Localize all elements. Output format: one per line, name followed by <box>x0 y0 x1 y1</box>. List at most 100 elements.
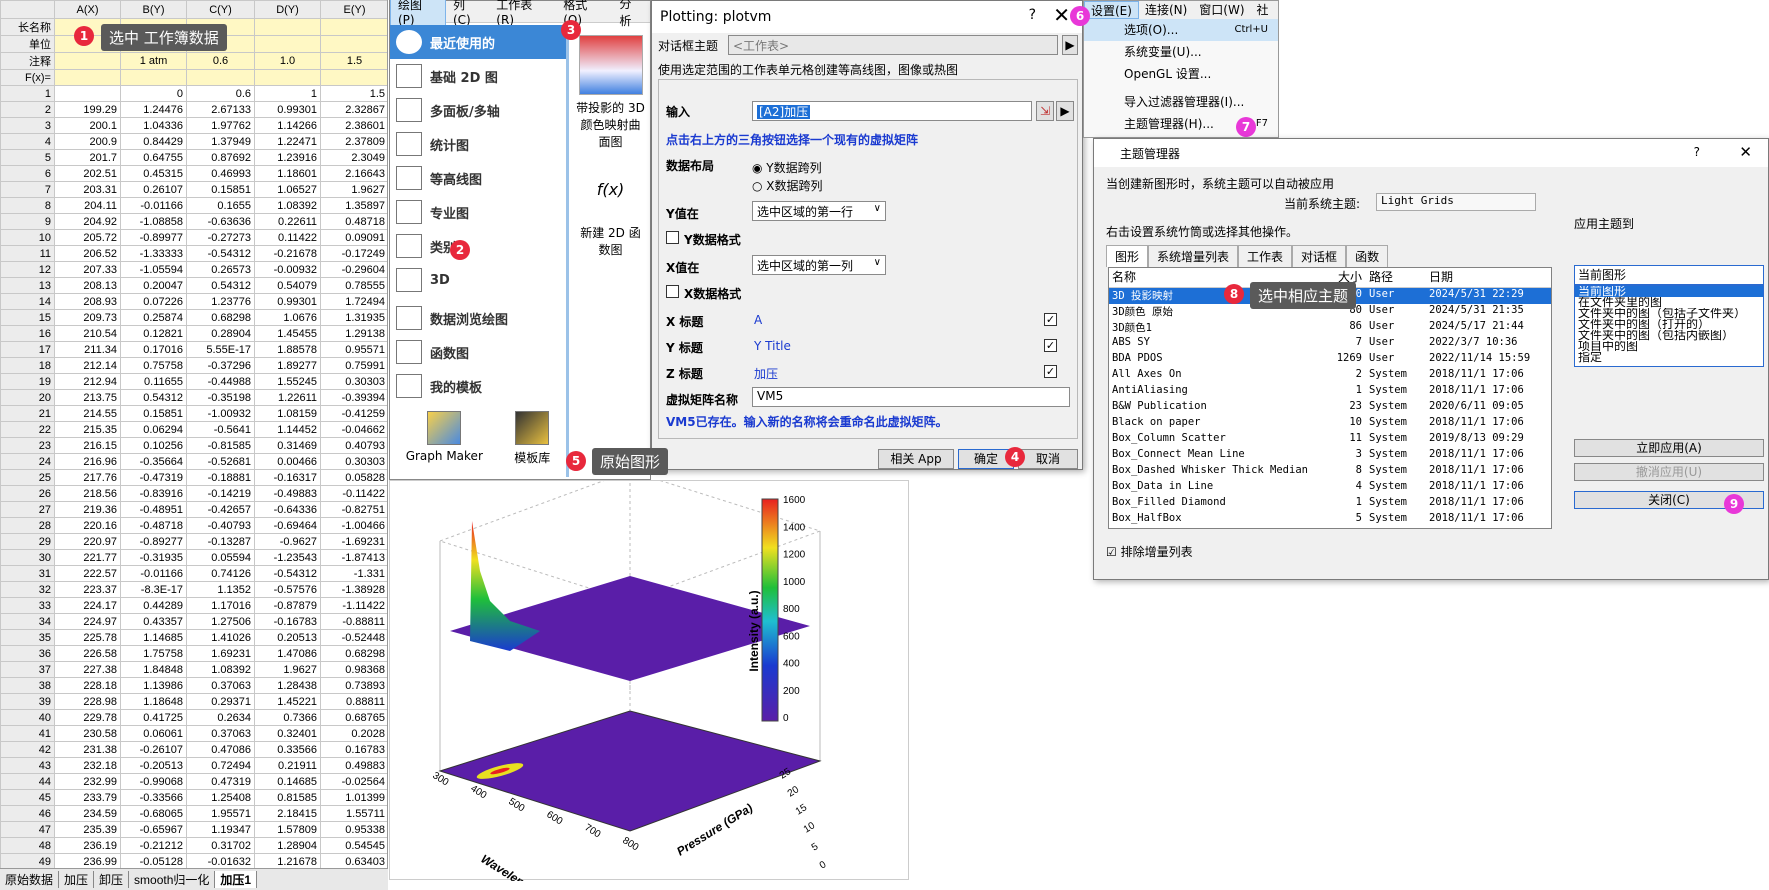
meta-cell[interactable] <box>54 52 121 70</box>
table-row[interactable]: 18 212.14 0.75758 -0.37296 1.89277 0.75991 <box>0 357 387 374</box>
data-cell[interactable]: 1.22471 <box>254 133 321 150</box>
graph-window[interactable]: Wavelength (nm) Pressure (GPa) 300400500… <box>389 470 909 890</box>
apply-option[interactable]: 文件夹中的图（包括子文件夹） <box>1578 308 1747 319</box>
theme-row[interactable]: 3D颜色 原始 80 User 2024/5/31 21:35 <box>1109 304 1551 320</box>
row-header[interactable]: 41 <box>0 725 55 742</box>
menu-connect[interactable]: 连接(N) <box>1144 3 1188 17</box>
plot-category-item[interactable]: 统计图 <box>390 127 566 161</box>
data-cell[interactable]: 0.28904 <box>186 325 255 342</box>
row-header[interactable]: 24 <box>0 453 55 470</box>
row-header[interactable]: 23 <box>0 437 55 454</box>
table-row[interactable]: 38 228.18 1.13986 0.37063 1.28438 0.73893 <box>0 677 387 694</box>
data-cell[interactable]: -8.3E-17 <box>120 581 187 598</box>
apply-option[interactable]: 在文件夹里的图 <box>1578 297 1663 308</box>
dialog-theme-select[interactable]: <工作表> <box>728 35 1058 55</box>
row-header[interactable]: 19 <box>0 373 55 390</box>
row-header[interactable]: 注释 <box>0 52 55 70</box>
table-row[interactable]: 37 227.38 1.84848 1.08392 1.9627 0.98368 <box>0 661 387 678</box>
data-cell[interactable]: 0.31469 <box>254 437 321 454</box>
data-cell[interactable]: -0.99068 <box>120 773 187 790</box>
data-cell[interactable]: 0.48718 <box>320 213 387 230</box>
data-cell[interactable]: 0.43357 <box>120 613 187 630</box>
data-cell[interactable]: 235.39 <box>54 821 121 838</box>
theme-row[interactable]: B&W Publication 23 System 2020/6/11 09:05 <box>1109 400 1551 416</box>
table-row[interactable]: 10 205.72 -0.89977 -0.27273 0.11422 0.09091 <box>0 229 387 246</box>
data-cell[interactable]: 220.97 <box>54 533 121 550</box>
row-header[interactable]: 6 <box>0 165 55 182</box>
graph-maker-tool[interactable]: Graph Maker <box>406 411 483 466</box>
corner-cell[interactable] <box>0 0 55 19</box>
tab-function[interactable]: 函数 <box>1346 245 1389 267</box>
row-header[interactable]: 16 <box>0 325 55 342</box>
data-cell[interactable]: -0.57576 <box>254 581 321 598</box>
row-header[interactable]: 25 <box>0 469 55 486</box>
x-title-checkbox[interactable]: ✓ <box>1044 313 1057 326</box>
data-cell[interactable]: 233.79 <box>54 789 121 806</box>
ok-button[interactable]: 确定 <box>958 449 1014 469</box>
row-header[interactable]: 单位 <box>0 35 55 53</box>
theme-row[interactable]: Box_Column Scatter 11 System 2019/8/13 09:2… <box>1109 432 1551 448</box>
plot-category-item[interactable]: 类别 <box>390 229 566 263</box>
data-cell[interactable]: -0.44988 <box>186 373 255 390</box>
table-row[interactable]: 16 210.54 0.12821 0.28904 1.45455 1.29138 <box>0 325 387 342</box>
worksheet-grid[interactable]: A(X) B(Y) C(Y) D(Y) E(Y) 长名称 单位 注释 1 atm 0.6… <box>0 0 387 870</box>
data-cell[interactable]: 0 <box>120 85 187 102</box>
data-cell[interactable]: 218.56 <box>54 485 121 502</box>
y-title-value[interactable]: Y Title <box>754 339 791 353</box>
row-header[interactable]: 14 <box>0 293 55 310</box>
data-cell[interactable]: 1.45455 <box>254 325 321 342</box>
data-cell[interactable]: 0.74126 <box>186 565 255 582</box>
data-cell[interactable]: -0.48718 <box>120 517 187 534</box>
data-cell[interactable]: -0.68065 <box>120 805 187 822</box>
table-row[interactable]: 7 203.31 0.26107 0.15851 1.06527 1.9627 <box>0 181 387 198</box>
table-row[interactable]: 8 204.11 -0.01166 0.1655 1.08392 1.35897 <box>0 197 387 214</box>
theme-row[interactable]: Box_Data in Line 4 System 2018/11/1 17:06 <box>1109 480 1551 496</box>
data-cell[interactable]: 2.37809 <box>320 133 387 150</box>
data-cell[interactable]: 1.88578 <box>254 341 321 358</box>
data-cell[interactable]: 1.97762 <box>186 117 255 134</box>
apply-option[interactable]: 文件夹中的图（打开的） <box>1578 319 1711 330</box>
row-header[interactable]: 9 <box>0 213 55 230</box>
row-header[interactable]: 18 <box>0 357 55 374</box>
row-header[interactable]: 长名称 <box>0 18 55 36</box>
data-cell[interactable]: 0.87692 <box>186 149 255 166</box>
data-cell[interactable]: 0.07226 <box>120 293 187 310</box>
data-cell[interactable]: 1.69231 <box>186 645 255 662</box>
meta-cell[interactable] <box>254 18 321 36</box>
data-cell[interactable]: -0.16317 <box>254 469 321 486</box>
table-row[interactable]: 36 226.58 1.75758 1.69231 1.47086 0.68298 <box>0 645 387 662</box>
data-cell[interactable]: 0.54545 <box>320 837 387 854</box>
data-cell[interactable]: 2.67133 <box>186 101 255 118</box>
data-cell[interactable]: 1.9627 <box>320 181 387 198</box>
apply-option[interactable]: 当前图形 <box>1575 286 1763 297</box>
table-row[interactable]: 25 217.76 -0.47319 -0.18881 -0.16317 0.05828 <box>0 469 387 486</box>
data-cell[interactable]: 2.32867 <box>320 101 387 118</box>
row-header[interactable]: 1 <box>0 85 55 102</box>
row-header[interactable]: 30 <box>0 549 55 566</box>
table-row[interactable]: 14 208.93 0.07226 1.23776 0.99301 1.72494 <box>0 293 387 310</box>
table-row[interactable]: 19 212.94 0.11655 -0.44988 1.55245 0.30303 <box>0 373 387 390</box>
table-row[interactable]: 27 219.36 -0.48951 -0.42657 -0.64336 -0.82751 <box>0 501 387 518</box>
data-cell[interactable]: -0.21678 <box>254 245 321 262</box>
table-row[interactable]: 9 204.92 -1.08858 -0.63636 0.22611 0.48718 <box>0 213 387 230</box>
table-row[interactable]: 2 199.29 1.24476 2.67133 0.99301 2.32867 <box>0 101 387 118</box>
data-cell[interactable]: 211.34 <box>54 341 121 358</box>
y-values-select[interactable]: 选中区域的第一行 <box>752 201 886 221</box>
data-cell[interactable]: 0.54079 <box>254 277 321 294</box>
table-row[interactable]: 30 221.77 -0.31935 0.05594 -1.23543 -1.87413 <box>0 549 387 566</box>
row-header[interactable]: 27 <box>0 501 55 518</box>
table-row[interactable]: 21 214.55 0.15851 -1.00932 1.08159 -0.41259 <box>0 405 387 422</box>
row-header[interactable]: 45 <box>0 789 55 806</box>
data-cell[interactable]: 1.27506 <box>186 613 255 630</box>
data-cell[interactable]: 208.13 <box>54 277 121 294</box>
menu-item-import-filter[interactable]: 导入过滤器管理器(I)... <box>1084 91 1278 113</box>
data-cell[interactable]: 227.38 <box>54 661 121 678</box>
data-cell[interactable]: -0.82751 <box>320 501 387 518</box>
data-cell[interactable]: 0.41725 <box>120 709 187 726</box>
column-header[interactable]: D(Y) <box>254 0 321 19</box>
data-cell[interactable]: -0.54312 <box>186 245 255 262</box>
data-cell[interactable]: -1.00466 <box>320 517 387 534</box>
table-row[interactable]: 44 232.99 -0.99068 0.47319 0.14685 -0.02564 <box>0 773 387 790</box>
data-cell[interactable]: 0.75758 <box>120 357 187 374</box>
data-cell[interactable]: 0.30303 <box>320 453 387 470</box>
